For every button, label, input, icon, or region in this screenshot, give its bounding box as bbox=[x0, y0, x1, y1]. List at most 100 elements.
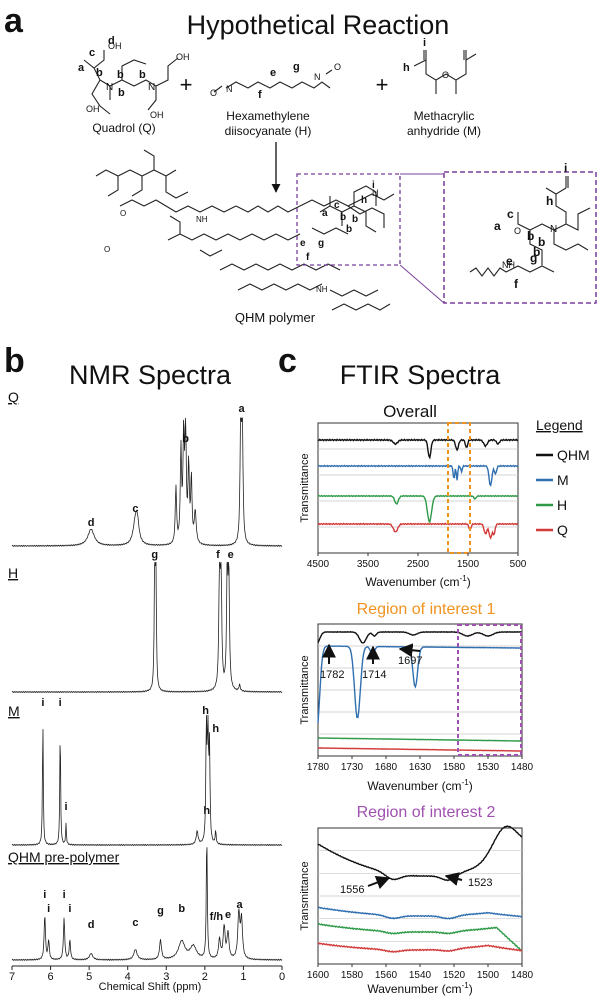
nmr-peak-label: e bbox=[225, 909, 231, 921]
atom-label: b bbox=[352, 214, 358, 225]
roi2-trace-qhm bbox=[317, 825, 523, 882]
nmr-peak-label: f/h bbox=[210, 911, 224, 923]
nmr-peak-label: i bbox=[68, 903, 71, 915]
zoom-box bbox=[443, 171, 597, 304]
legend-label-q: Q bbox=[557, 522, 568, 538]
nmr-trace-m bbox=[11, 714, 283, 847]
annotation-1523: 1523 bbox=[468, 877, 492, 889]
nmr-peak-label: i bbox=[43, 889, 46, 901]
nmr-peak-label: g bbox=[151, 549, 158, 561]
roi1-roi2-box bbox=[457, 624, 522, 756]
nmr-peak-label: h bbox=[212, 723, 219, 735]
panel-a-title: Hypothetical Reaction bbox=[187, 10, 450, 40]
nmr-peak-label: g bbox=[157, 905, 164, 917]
nmr-peak-label: d bbox=[88, 919, 95, 931]
nmr-peak-label: c bbox=[132, 503, 138, 515]
atom-o: O bbox=[210, 88, 217, 98]
atom-oh: OH bbox=[150, 110, 164, 120]
atom-label: b bbox=[533, 245, 540, 259]
atom-oh: OH bbox=[176, 52, 190, 62]
tick-label: 1600 bbox=[307, 970, 330, 981]
atom-label: h bbox=[361, 195, 367, 206]
tick-label: 1500 bbox=[477, 970, 500, 981]
roi1-grid bbox=[318, 645, 522, 735]
atom-label: b bbox=[346, 224, 352, 235]
nmr-x-axis-label: Chemical Shift (ppm) bbox=[99, 981, 202, 993]
roi2-y-label: Transmittance bbox=[299, 861, 311, 930]
tick-label: 4500 bbox=[307, 559, 330, 570]
tick-label: 1580 bbox=[341, 970, 364, 981]
atom-label: f bbox=[258, 89, 262, 101]
tick-label: 1530 bbox=[477, 762, 500, 773]
atom-label: i bbox=[564, 161, 567, 175]
atom-label: e bbox=[300, 238, 306, 249]
roi2-trace-m bbox=[317, 906, 523, 920]
nmr-peak-label: i bbox=[47, 903, 50, 915]
roi2-x-ticks: 1600 1580 1560 1540 1520 1500 1480 bbox=[307, 964, 534, 981]
roi2-trace-q bbox=[317, 942, 523, 954]
nmr-peak-label: i bbox=[41, 697, 44, 709]
nmr-peak-label: b bbox=[178, 903, 185, 915]
zoom-connector bbox=[399, 264, 445, 304]
atom-label: b bbox=[96, 67, 103, 79]
atom-n: N bbox=[106, 82, 113, 93]
nmr-tick-label: 7 bbox=[9, 971, 15, 983]
plus-sign: + bbox=[180, 72, 193, 97]
overall-x-label: Wavenumber (cm-1) bbox=[365, 574, 470, 589]
tick-label: 3500 bbox=[357, 559, 380, 570]
roi1-trace-h bbox=[317, 737, 523, 742]
atom-oh: OH bbox=[108, 41, 122, 51]
nmr-spectrum-name: H bbox=[8, 565, 18, 581]
nmr-peak-label: i bbox=[64, 801, 67, 813]
roi1-x-ticks: 1780 1730 1680 1630 1580 1530 1480 bbox=[307, 756, 534, 773]
atom-nh: NH bbox=[196, 215, 208, 224]
annotation-1714: 1714 bbox=[362, 669, 386, 681]
atom-label: a bbox=[322, 208, 328, 219]
nmr-x-ticks: 7 6 5 4 3 2 1 0 bbox=[9, 966, 285, 983]
roi1-title: Region of interest 1 bbox=[357, 601, 496, 618]
roi1-traces bbox=[317, 631, 523, 752]
panel-c-title: FTIR Spectra bbox=[340, 360, 502, 390]
nmr-peak-label: c bbox=[132, 917, 138, 929]
roi1-trace-qhm bbox=[317, 631, 523, 644]
roi1-annotations: 1782 1714 1697 bbox=[320, 643, 422, 681]
panel-b-title: NMR Spectra bbox=[69, 360, 232, 390]
nmr-peak-label: h bbox=[203, 805, 210, 817]
legend-label-m: M bbox=[557, 472, 569, 488]
tick-label: 1680 bbox=[375, 762, 398, 773]
roi2-grid bbox=[318, 850, 522, 942]
nmr-trace-q bbox=[11, 417, 283, 548]
roi1-x-label: Wavenumber (cm-1) bbox=[367, 778, 472, 793]
legend-label-qhm: QHM bbox=[557, 447, 590, 463]
atom-label: b bbox=[117, 69, 124, 81]
nmr-tick-label: 4 bbox=[125, 971, 131, 983]
nmr-peak-label: a bbox=[237, 899, 244, 911]
legend: Legend QHM M H Q bbox=[536, 417, 590, 538]
nmr-peak-label: b bbox=[182, 433, 189, 445]
atom-label: c bbox=[89, 47, 95, 59]
roi1-trace-m bbox=[317, 645, 523, 724]
nmr-tick-label: 2 bbox=[202, 971, 208, 983]
atom-oh: OH bbox=[86, 104, 100, 114]
atom-label: a bbox=[78, 62, 85, 74]
atom-label: i bbox=[372, 180, 375, 191]
roi2-annotations: 1556 1523 bbox=[340, 872, 492, 896]
nmr-tick-label: 0 bbox=[279, 971, 285, 983]
nmr-traces bbox=[11, 417, 283, 962]
overall-title: Overall bbox=[383, 402, 437, 421]
atom-label: b bbox=[340, 212, 346, 223]
nmr-tick-label: 6 bbox=[48, 971, 54, 983]
nmr-tick-label: 5 bbox=[86, 971, 92, 983]
overall-trace-q bbox=[317, 522, 519, 540]
panel-letter-c: c bbox=[278, 342, 297, 380]
roi2-traces bbox=[317, 825, 523, 954]
overall-grid bbox=[318, 448, 518, 528]
atom-label: b bbox=[139, 69, 146, 81]
nmr-spectrum-name: Q bbox=[8, 389, 19, 405]
nmr-tick-label: 1 bbox=[240, 971, 246, 983]
highlight-box bbox=[296, 173, 401, 266]
tick-label: 1480 bbox=[511, 762, 534, 773]
atom-n: N bbox=[148, 82, 155, 93]
nmr-spectrum-name: M bbox=[8, 703, 20, 719]
